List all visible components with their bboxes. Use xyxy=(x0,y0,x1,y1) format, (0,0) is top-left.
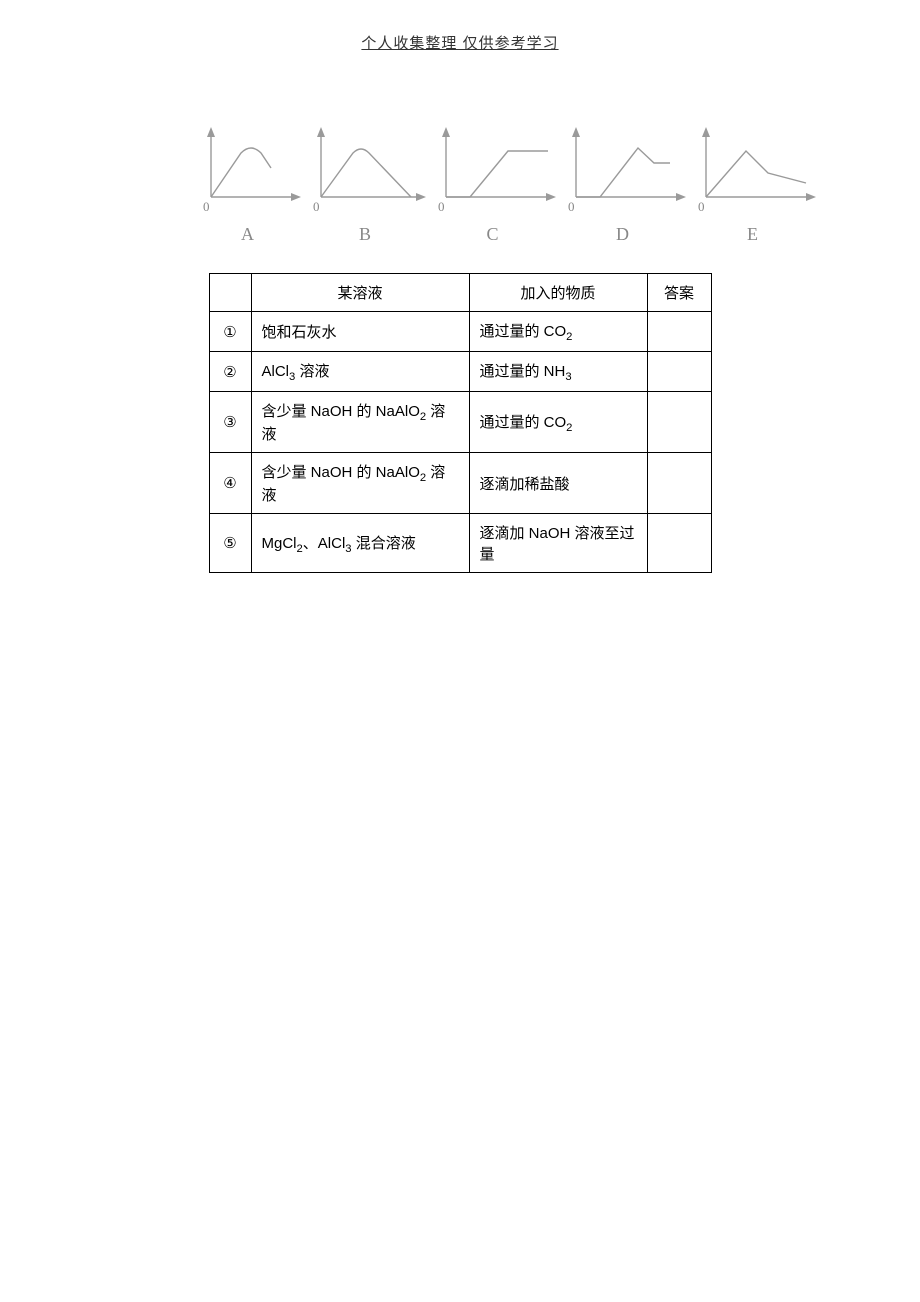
chart-a: 0 A xyxy=(193,123,303,245)
cell-added: 通过量的 NH3 xyxy=(469,352,647,392)
table-header-row: 某溶液 加入的物质 答案 xyxy=(209,274,711,312)
chart-label: A xyxy=(241,224,254,245)
chart-d: 0 D xyxy=(558,123,688,245)
svg-text:0: 0 xyxy=(698,199,705,214)
chart-label: D xyxy=(616,224,629,245)
table-row: ⑤MgCl2、AlCl3 混合溶液逐滴加 NaOH 溶液至过量 xyxy=(209,514,711,573)
chart-label: B xyxy=(359,224,371,245)
chart-svg: 0 xyxy=(558,123,688,218)
chart-svg: 0 xyxy=(193,123,303,218)
chart-label: C xyxy=(486,224,498,245)
chart-b: 0 B xyxy=(303,123,428,245)
th-added: 加入的物质 xyxy=(469,274,647,312)
cell-answer xyxy=(647,453,711,514)
cell-added: 通过量的 CO2 xyxy=(469,392,647,453)
cell-answer xyxy=(647,392,711,453)
cell-solution: 含少量 NaOH 的 NaAlO2 溶液 xyxy=(251,392,469,453)
cell-index: ③ xyxy=(209,392,251,453)
chart-label: E xyxy=(747,224,758,245)
svg-text:0: 0 xyxy=(568,199,575,214)
cell-solution: 含少量 NaOH 的 NaAlO2 溶液 xyxy=(251,453,469,514)
cell-index: ④ xyxy=(209,453,251,514)
th-solution: 某溶液 xyxy=(251,274,469,312)
cell-answer xyxy=(647,514,711,573)
cell-answer xyxy=(647,312,711,352)
table-row: ④含少量 NaOH 的 NaAlO2 溶液逐滴加稀盐酸 xyxy=(209,453,711,514)
cell-answer xyxy=(647,352,711,392)
cell-added: 通过量的 CO2 xyxy=(469,312,647,352)
data-table: 某溶液 加入的物质 答案 ①饱和石灰水通过量的 CO2②AlCl3 溶液通过量的… xyxy=(209,273,712,573)
table-row: ①饱和石灰水通过量的 CO2 xyxy=(209,312,711,352)
svg-text:0: 0 xyxy=(438,199,445,214)
cell-solution: MgCl2、AlCl3 混合溶液 xyxy=(251,514,469,573)
table-body: ①饱和石灰水通过量的 CO2②AlCl3 溶液通过量的 NH3③含少量 NaOH… xyxy=(209,312,711,573)
cell-index: ⑤ xyxy=(209,514,251,573)
charts-row: 0 A 0 B 0 C 0 D xyxy=(0,123,920,245)
svg-text:0: 0 xyxy=(313,199,320,214)
chart-svg: 0 xyxy=(688,123,818,218)
svg-text:0: 0 xyxy=(203,199,210,214)
chart-c: 0 C xyxy=(428,123,558,245)
cell-added: 逐滴加 NaOH 溶液至过量 xyxy=(469,514,647,573)
chart-svg: 0 xyxy=(428,123,558,218)
chart-e: 0 E xyxy=(688,123,818,245)
cell-added: 逐滴加稀盐酸 xyxy=(469,453,647,514)
cell-index: ① xyxy=(209,312,251,352)
cell-solution: 饱和石灰水 xyxy=(251,312,469,352)
th-index xyxy=(209,274,251,312)
table-row: ②AlCl3 溶液通过量的 NH3 xyxy=(209,352,711,392)
page-header: 个人收集整理 仅供参考学习 xyxy=(0,0,920,53)
th-answer: 答案 xyxy=(647,274,711,312)
chart-svg: 0 xyxy=(303,123,428,218)
cell-index: ② xyxy=(209,352,251,392)
cell-solution: AlCl3 溶液 xyxy=(251,352,469,392)
table-row: ③含少量 NaOH 的 NaAlO2 溶液通过量的 CO2 xyxy=(209,392,711,453)
